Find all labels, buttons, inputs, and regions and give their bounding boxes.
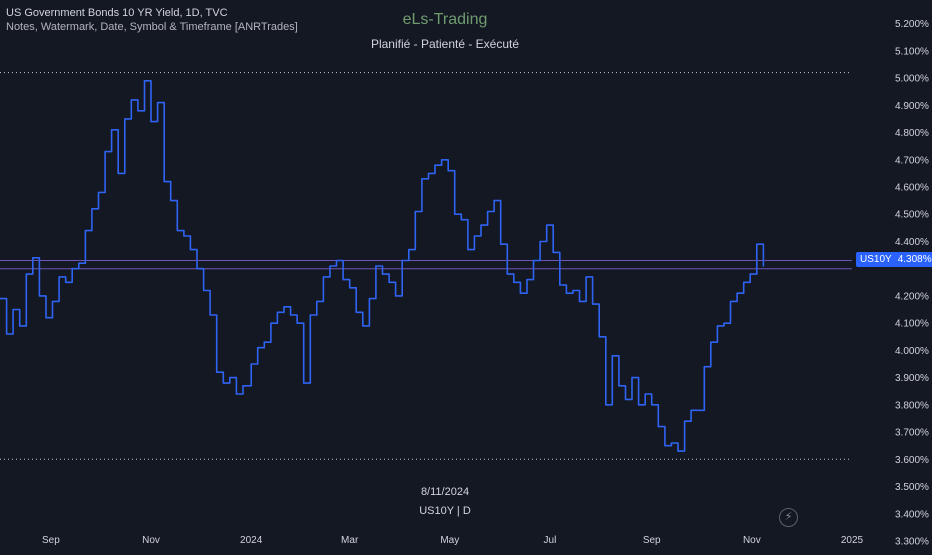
x-axis-ticks: Sep Nov 2024 Mar May Jul Sep Nov 2025: [42, 535, 864, 546]
y-tick-label: 4.600%: [895, 183, 929, 194]
y-tick-label: 3.500%: [895, 482, 929, 493]
series-layer: [0, 80, 765, 452]
y-tick-label: 4.800%: [895, 128, 929, 139]
series-line: [0, 80, 765, 452]
lightning-icon[interactable]: ⚡︎: [779, 508, 798, 527]
x-tick-label: 2024: [240, 535, 263, 546]
y-tick-label: 5.200%: [895, 19, 929, 30]
y-tick-label: 4.700%: [895, 155, 929, 166]
price-tag-value: 4.308%: [897, 254, 932, 265]
y-tick-label: 3.300%: [895, 537, 929, 548]
x-tick-label: Sep: [42, 535, 60, 546]
watermark-date: 8/11/2024: [420, 486, 470, 498]
y-tick-label: 3.800%: [895, 400, 929, 411]
x-tick-label: Nov: [743, 535, 761, 546]
y-tick-label: 3.600%: [895, 455, 929, 466]
price-tag-symbol: US10Y: [860, 254, 892, 265]
x-tick-label: May: [440, 535, 459, 546]
y-tick-label: 4.500%: [895, 210, 929, 221]
x-tick-label: Mar: [341, 535, 359, 546]
y-tick-label: 3.700%: [895, 428, 929, 439]
y-tick-label: 3.400%: [895, 509, 929, 520]
x-tick-label: Sep: [643, 535, 661, 546]
level-lines: [0, 72, 852, 460]
x-tick-label: Nov: [142, 535, 160, 546]
y-tick-label: 4.400%: [895, 237, 929, 248]
tagline-text: Planifié - Patienté - Exécuté: [370, 37, 520, 51]
y-tick-label: 3.900%: [895, 373, 929, 384]
y-tick-label: 4.900%: [895, 101, 929, 112]
y-axis-ticks: 5.200% 5.100% 5.000% 4.900% 4.800% 4.700% 4.60…: [895, 19, 929, 547]
y-tick-label: 5.100%: [895, 46, 929, 57]
chart-header-subtitle: Notes, Watermark, Date, Symbol & Timefra…: [6, 21, 298, 33]
watermark-symbol-timeframe: US10Y | D: [419, 505, 471, 517]
y-tick-label: 5.000%: [895, 74, 929, 85]
current-price-tag: US10Y 4.308%: [856, 252, 932, 267]
y-tick-label: 4.200%: [895, 291, 929, 302]
chart-header-title: US Government Bonds 10 YR Yield, 1D, TVC: [6, 7, 228, 19]
brand-text: eLs-Trading: [402, 11, 488, 28]
y-tick-label: 4.100%: [895, 319, 929, 330]
x-tick-label: 2025: [841, 535, 864, 546]
x-tick-label: Jul: [544, 535, 557, 546]
y-tick-label: 4.000%: [895, 346, 929, 357]
